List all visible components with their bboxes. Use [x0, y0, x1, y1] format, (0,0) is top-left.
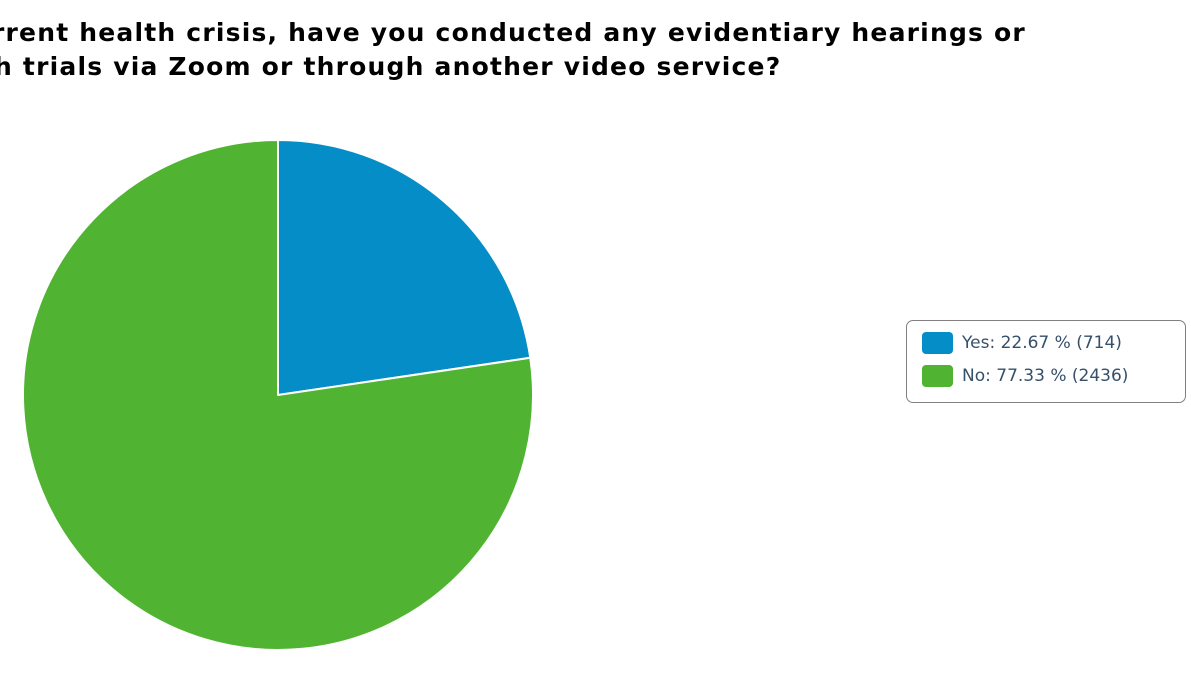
pie-chart: [22, 139, 534, 651]
legend-label-no: No: 77.33 % (2436): [962, 366, 1129, 386]
chart-title-line-1: rrent health crisis, have you conducted …: [0, 18, 1026, 47]
chart-title: rrent health crisis, have you conducted …: [0, 16, 1026, 84]
legend-item-yes[interactable]: Yes: 22.67 % (714): [922, 332, 1122, 354]
pie-slice-yes[interactable]: [277, 139, 532, 396]
legend-label-yes: Yes: 22.67 % (714): [962, 333, 1122, 353]
chart-title-line-2: ch trials via Zoom or through another vi…: [0, 52, 782, 81]
legend-item-no[interactable]: No: 77.33 % (2436): [922, 365, 1128, 387]
legend-swatch-no: [922, 365, 953, 387]
legend-swatch-yes: [922, 332, 953, 354]
chart-legend: Yes: 22.67 % (714) No: 77.33 % (2436): [906, 320, 1186, 403]
pie-slice-no[interactable]: [22, 139, 534, 651]
